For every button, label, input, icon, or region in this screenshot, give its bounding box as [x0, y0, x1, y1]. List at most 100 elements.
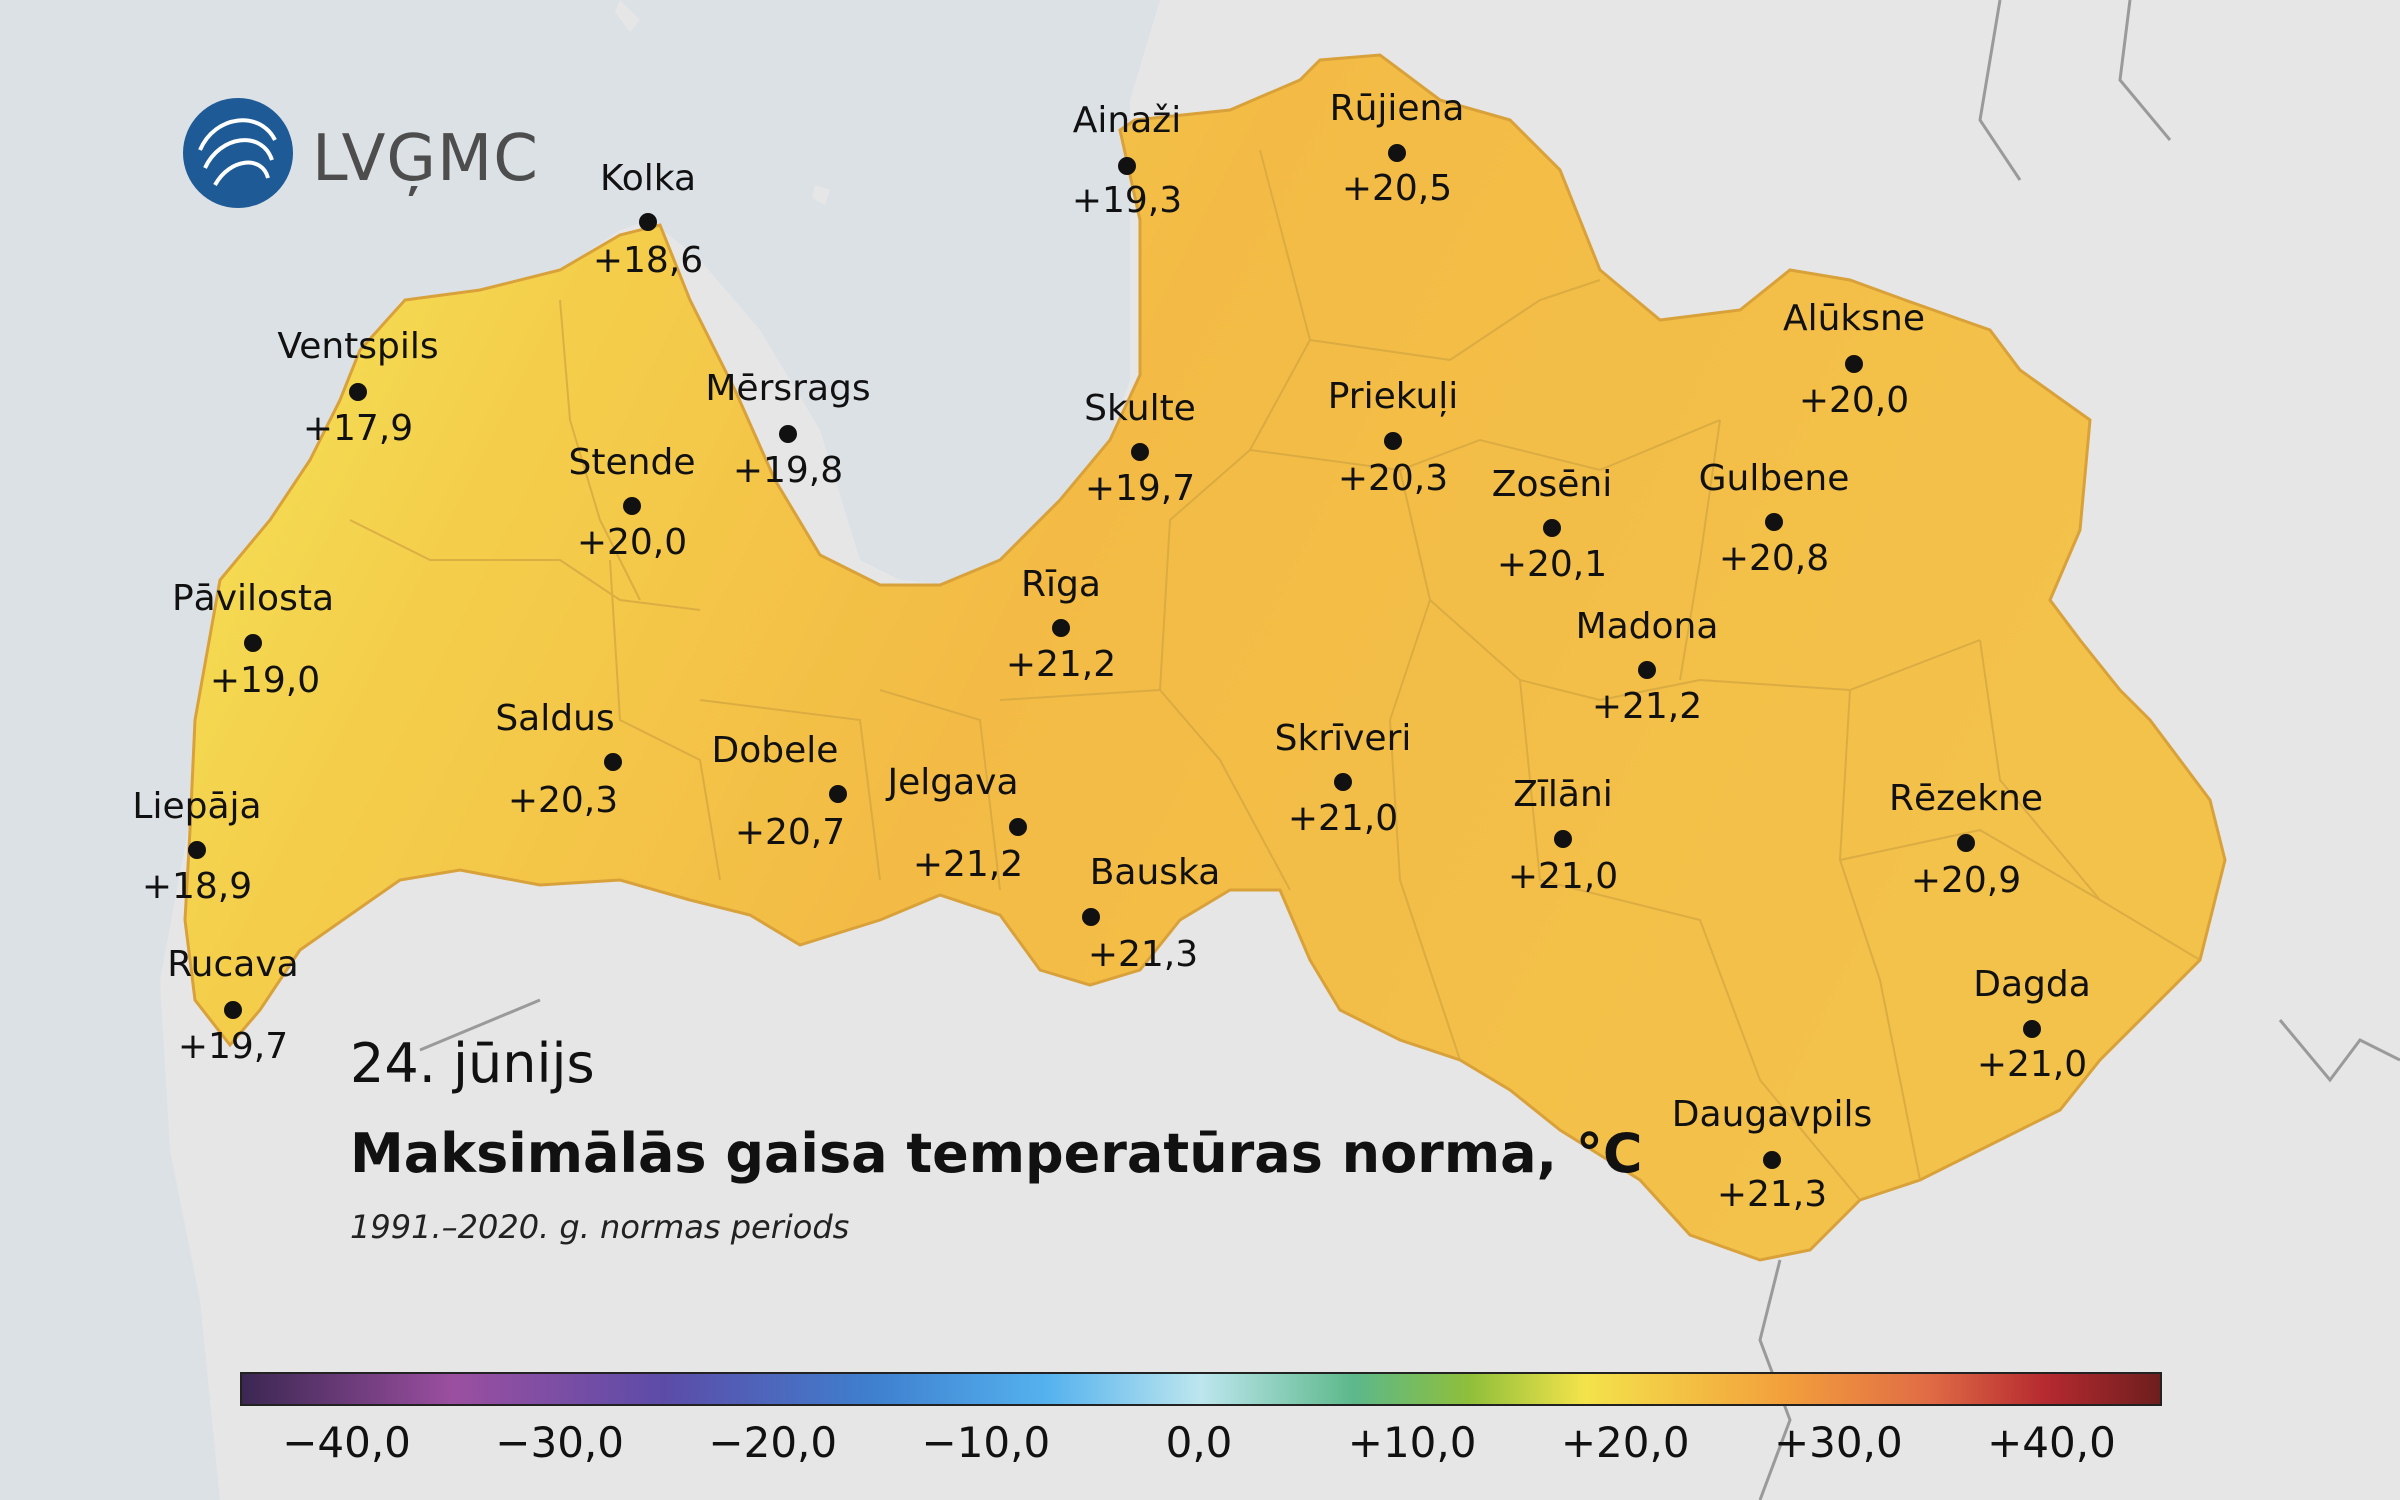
map-date: 24. jūnijs	[350, 1032, 595, 1095]
station-12: Priekuļi +20,3	[1328, 376, 1459, 499]
station-value: +21,0	[1288, 798, 1398, 839]
station-value: +20,5	[1342, 168, 1452, 209]
station-dot	[604, 753, 622, 771]
station-5: Saldus +20,3	[495, 698, 622, 821]
station-dot	[1554, 830, 1572, 848]
station-10: Rūjiena +20,5	[1330, 88, 1465, 209]
station-4: Pāvilosta +19,0	[172, 578, 334, 701]
station-dot	[244, 634, 262, 652]
station-dot	[1082, 908, 1100, 926]
station-value: +20,0	[577, 522, 687, 563]
station-value: +21,2	[913, 844, 1023, 885]
station-24: Daugavpils +21,3	[1672, 1094, 1872, 1215]
station-name: Priekuļi	[1328, 376, 1459, 417]
station-value: +19,7	[178, 1026, 288, 1067]
station-name: Ventspils	[277, 326, 438, 367]
station-name: Pāvilosta	[172, 578, 334, 619]
station-11: Skulte +19,7	[1084, 388, 1196, 509]
station-name: Dagda	[1973, 964, 2091, 1005]
station-15: Gulbene +20,8	[1699, 458, 1850, 579]
island	[615, 0, 640, 32]
station-value: +20,3	[508, 780, 618, 821]
station-0: Kolka +18,6	[593, 158, 703, 281]
station-name: Bauska	[1090, 852, 1221, 893]
logo-globe-icon	[183, 98, 293, 208]
station-name: Rēzekne	[1889, 778, 2043, 819]
station-name: Liepāja	[132, 786, 261, 827]
sea-area	[0, 0, 1160, 1500]
station-name: Skrīveri	[1275, 718, 1412, 759]
station-value: +20,1	[1497, 544, 1607, 585]
station-dot	[1543, 519, 1561, 537]
station-18: Jelgava +21,2	[885, 762, 1027, 885]
station-value: +19,7	[1085, 468, 1195, 509]
colorbar-tick-label: −30,0	[495, 1418, 625, 1467]
station-dot	[639, 213, 657, 231]
station-name: Dobele	[712, 730, 839, 771]
station-name: Saldus	[495, 698, 614, 739]
colorbar-tick-label: −40,0	[282, 1418, 411, 1467]
station-name: Zosēni	[1492, 464, 1612, 505]
island	[812, 185, 830, 205]
station-name: Kolka	[600, 158, 696, 199]
station-name: Jelgava	[885, 762, 1018, 803]
station-2: Mērsrags +19,8	[705, 368, 870, 491]
station-9: Ainaži +19,3	[1072, 100, 1182, 221]
station-19: Skrīveri +21,0	[1275, 718, 1412, 839]
station-dot	[1052, 619, 1070, 637]
station-7: Liepāja +18,9	[132, 786, 261, 907]
station-name: Rīga	[1021, 564, 1101, 605]
station-dot	[623, 497, 641, 515]
station-8: Rucava +19,7	[167, 944, 298, 1067]
station-name: Madona	[1576, 606, 1719, 647]
station-value: +21,2	[1006, 644, 1116, 685]
station-dot	[349, 383, 367, 401]
station-13: Alūksne +20,0	[1783, 298, 1925, 421]
station-dot	[1845, 355, 1863, 373]
station-1: Ventspils +17,9	[277, 326, 438, 449]
colorbar-tick-label: 0,0	[1165, 1418, 1233, 1467]
station-markers: Kolka +18,6 Ventspils +17,9 Mērsrags +19,8 Ste…	[132, 88, 2090, 1215]
station-dot	[1334, 773, 1352, 791]
station-dot	[1131, 443, 1149, 461]
neighbour-borders	[419, 0, 2400, 1500]
map-title: Maksimālās gaisa temperatūras norma, °C	[350, 1122, 1643, 1185]
station-dot	[779, 425, 797, 443]
station-name: Gulbene	[1699, 458, 1850, 499]
station-name: Skulte	[1084, 388, 1196, 429]
station-value: +21,0	[1508, 856, 1618, 897]
colorbar-tick-label: +30,0	[1773, 1418, 1903, 1467]
temperature-colorbar	[240, 1372, 2162, 1406]
station-value: +20,8	[1719, 538, 1829, 579]
station-value: +20,0	[1799, 380, 1909, 421]
station-dot	[829, 785, 847, 803]
station-20: Bauska +21,3	[1082, 852, 1220, 975]
colorbar-tick-label: +10,0	[1347, 1418, 1477, 1467]
station-name: Rūjiena	[1330, 88, 1465, 129]
station-17: Madona +21,2	[1576, 606, 1719, 727]
logo-text: LVĢMC	[312, 122, 539, 196]
station-dot	[1384, 432, 1402, 450]
station-name: Rucava	[167, 944, 298, 985]
station-6: Dobele +20,7	[712, 730, 847, 853]
station-value: +19,3	[1072, 180, 1182, 221]
station-dot	[1763, 1151, 1781, 1169]
colorbar-tick-label: +40,0	[1987, 1418, 2116, 1467]
colorbar-tick-label: −20,0	[708, 1418, 838, 1467]
station-22: Rēzekne +20,9	[1889, 778, 2043, 901]
station-23: Dagda +21,0	[1973, 964, 2091, 1085]
station-value: +20,7	[735, 812, 845, 853]
region-borders	[349, 149, 2201, 1201]
map-subtitle: 1991.–2020. g. normas periods	[350, 1208, 850, 1246]
station-14: Zosēni +20,1	[1492, 464, 1612, 585]
logo-wave-icon	[198, 118, 277, 187]
station-16: Rīga +21,2	[1006, 564, 1116, 685]
station-dot	[1009, 818, 1027, 836]
station-value: +20,3	[1338, 458, 1448, 499]
station-name: Daugavpils	[1672, 1094, 1872, 1135]
station-dot	[1118, 157, 1136, 175]
station-value: +19,0	[210, 660, 320, 701]
station-value: +21,2	[1592, 686, 1702, 727]
station-value: +17,9	[303, 408, 413, 449]
